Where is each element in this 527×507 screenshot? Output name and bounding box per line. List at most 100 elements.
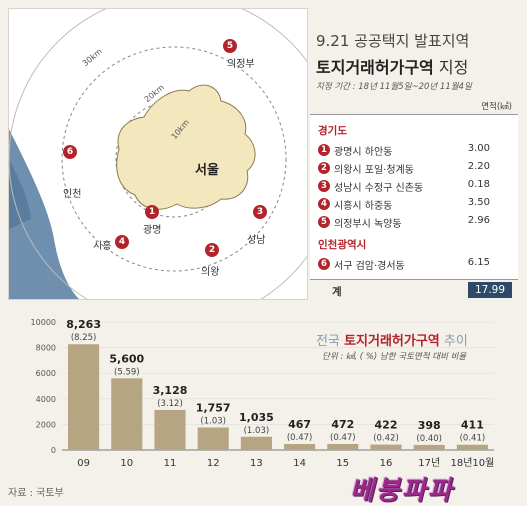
x-tick-label: 09	[77, 458, 90, 469]
group-incheon: 인천광역시	[318, 239, 367, 251]
bar	[284, 444, 316, 450]
chart-title-bold: 토지거래허가구역	[344, 334, 440, 349]
row-area-value: 0.18	[467, 179, 490, 190]
region-marker-1: 1	[145, 205, 159, 219]
region-label-siheung: 시흥	[93, 241, 112, 252]
table-row: 4 시흥시 하중동 3.50	[318, 197, 490, 213]
chart-title-prefix: 전국	[316, 334, 345, 349]
bar-ratio-label: (0.41)	[460, 434, 486, 444]
bar-value-label: 1,757	[196, 402, 231, 415]
region-label-seongnam: 성남	[247, 235, 266, 246]
row-number-badge: 3	[318, 180, 330, 192]
bar-value-label: 411	[461, 419, 484, 432]
land-permit-trend-chart: 0 2000 4000 6000 8000 10000 8,263 (8.25) 09 5,600…	[31, 318, 495, 469]
bar	[197, 427, 229, 450]
bar-ratio-label: (1.03)	[244, 426, 270, 436]
title-line-1: 9.21 공공택지 발표지역	[316, 32, 470, 50]
bar-ratio-label: (1.03)	[200, 417, 226, 427]
row-number-badge: 1	[318, 144, 330, 156]
area-unit: 면적(㎢)	[481, 102, 512, 112]
bar-value-label: 1,035	[239, 411, 274, 424]
row-area-value: 6.15	[467, 257, 490, 268]
x-tick-label: 16	[380, 458, 393, 469]
bar-ratio-label: (5.59)	[114, 367, 140, 377]
table-row: 5 의정부시 녹양동 2.96	[318, 215, 490, 231]
title-line-2: 토지거래허가구역 지정	[316, 54, 468, 78]
title-line-2-bold: 토지거래허가구역	[316, 58, 434, 77]
bar	[240, 436, 272, 450]
region-label-uijeongbu: 의정부	[227, 59, 255, 70]
row-area-name: 서구 검암·경서동	[334, 261, 405, 272]
region-marker-3: 3	[253, 205, 267, 219]
total-row: 계 17.99	[310, 279, 518, 300]
bar	[456, 444, 488, 450]
bar-ratio-label: (8.25)	[71, 333, 97, 343]
watermark-logo: 베붕파파	[350, 476, 454, 506]
total-value: 17.99	[468, 282, 512, 298]
x-tick-label: 11	[164, 458, 177, 469]
x-tick-label: 14	[293, 458, 306, 469]
row-number-badge: 2	[318, 162, 330, 174]
row-number-badge: 5	[318, 216, 330, 228]
row-area-name: 성남시 수정구 신촌동	[334, 183, 424, 194]
region-marker-4: 4	[115, 235, 129, 249]
region-label-incheon: 인천	[63, 189, 82, 200]
bar-value-label: 422	[375, 419, 398, 432]
row-area-name: 의왕시 포일·청계동	[334, 165, 414, 176]
bar	[111, 378, 143, 450]
row-area-name: 광명시 하안동	[334, 147, 393, 158]
bar	[370, 444, 402, 450]
y-tick-label: 8000	[36, 344, 56, 353]
seoul-label: 서울	[195, 163, 219, 178]
y-tick-label: 4000	[36, 395, 56, 404]
chart-subtitle: 단위 : ㎢, ( %) 남한 국토면적 대비 비율	[322, 352, 467, 362]
row-number-badge: 4	[318, 198, 330, 210]
x-tick-label: 18년10월	[450, 457, 494, 469]
region-marker-6: 6	[63, 145, 77, 159]
bar	[413, 444, 445, 450]
bar	[327, 443, 359, 450]
region-label-uiwang: 의왕	[201, 267, 220, 278]
region-marker-5: 5	[223, 39, 237, 53]
bar-value-label: 472	[331, 418, 354, 431]
bar-value-label: 8,263	[66, 318, 101, 331]
bar-ratio-label: (0.40)	[416, 434, 442, 444]
table-row: 1 광명시 하안동 3.00	[318, 143, 490, 159]
chart-title: 전국 토지거래허가구역 추이	[316, 330, 468, 349]
info-panel: 9.21 공공택지 발표지역 토지거래허가구역 지정 지정 기간 : 18년 1…	[310, 8, 518, 300]
designation-period: 지정 기간 : 18년 11월5일~20년 11월4일	[316, 82, 472, 92]
x-tick-label: 13	[250, 458, 263, 469]
bar-value-label: 398	[418, 419, 441, 432]
title-line-2-rest: 지정	[433, 58, 469, 77]
bar-ratio-label: (0.47)	[287, 433, 313, 443]
row-area-value: 3.00	[467, 143, 490, 154]
row-area-name: 의정부시 녹양동	[334, 219, 402, 230]
row-area-value: 2.20	[467, 161, 490, 172]
region-marker-2: 2	[205, 243, 219, 257]
x-tick-label: 17년	[418, 457, 440, 469]
total-label: 계	[332, 286, 342, 298]
table-row: 2 의왕시 포일·청계동 2.20	[318, 161, 490, 177]
area-table: 경기도 1 광명시 하안동 3.00 2 의왕시 포일·청계동 2.20 3 성…	[310, 114, 518, 300]
bar-value-label: 3,128	[153, 384, 188, 397]
x-tick-label: 12	[207, 458, 220, 469]
row-area-value: 3.50	[467, 197, 490, 208]
y-tick-label: 0	[51, 446, 56, 455]
group-gyeonggi: 경기도	[318, 125, 347, 137]
bar-value-label: 5,600	[109, 352, 144, 365]
region-label-gwangmyeong: 광명	[143, 225, 162, 236]
bar-ratio-label: (0.42)	[373, 434, 399, 444]
chart-title-suffix: 추이	[439, 334, 468, 349]
bar-ratio-label: (3.12)	[157, 399, 183, 409]
y-tick-label: 10000	[31, 318, 56, 327]
bar-value-label: 467	[288, 418, 311, 431]
bar	[154, 409, 186, 450]
map-graphic	[9, 9, 307, 299]
map-panel: 30km 20km 10km 서울 1 광명 2 의왕 3 성남 4 시흥 5 …	[8, 8, 308, 300]
bar	[68, 344, 100, 450]
table-row: 6 서구 검암·경서동 6.15	[318, 257, 490, 273]
x-tick-label: 15	[336, 458, 349, 469]
table-row: 3 성남시 수정구 신촌동 0.18	[318, 179, 490, 195]
row-area-name: 시흥시 하중동	[334, 201, 393, 212]
row-number-badge: 6	[318, 258, 330, 270]
